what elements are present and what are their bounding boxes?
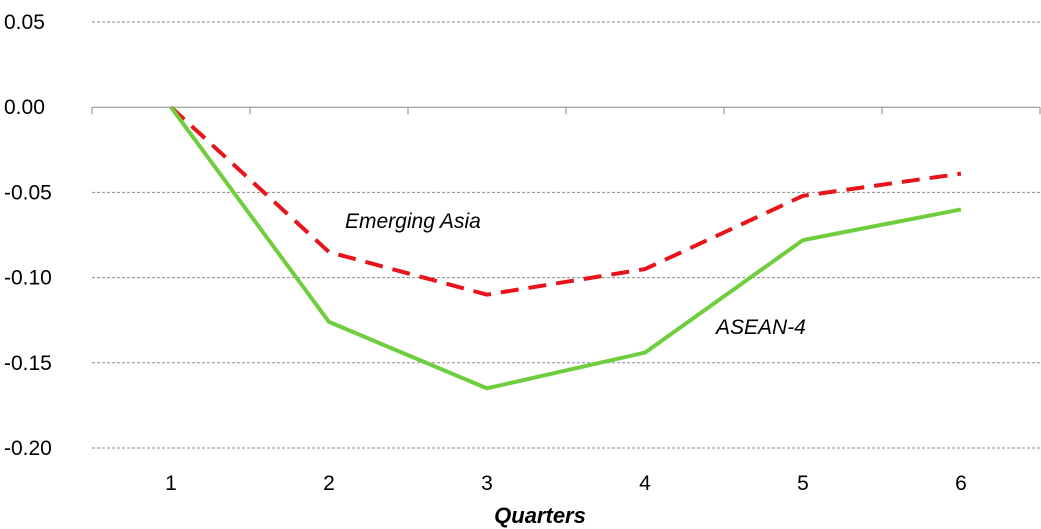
series-label-emerging-asia: Emerging Asia (345, 210, 481, 233)
series-lines (169, 105, 962, 391)
series-line-emerging-asia (169, 105, 962, 297)
x-tick-label: 4 (639, 472, 651, 495)
y-tick-label: -0.05 (4, 181, 52, 204)
x-tick-label: 3 (481, 472, 493, 495)
y-tick-labels: 0.05 0.00 -0.05 -0.10 -0.15 -0.20 (4, 11, 52, 460)
y-tick-label: -0.10 (4, 267, 52, 290)
y-tick-label: -0.20 (4, 437, 52, 460)
x-tick-label: 6 (955, 472, 967, 495)
y-tick-label: -0.15 (4, 352, 52, 375)
series-label-asean-4: ASEAN-4 (714, 316, 806, 339)
series-line-asean-4 (169, 106, 962, 391)
x-tick-label: 5 (797, 472, 809, 495)
x-axis-label: Quarters (494, 503, 586, 528)
x-tick-label: 1 (165, 472, 177, 495)
gridlines (92, 21, 1040, 449)
y-tick-label: 0.05 (4, 11, 45, 34)
x-tick-label: 2 (323, 472, 335, 495)
y-tick-label: 0.00 (4, 96, 45, 119)
x-axis (91, 106, 1041, 115)
x-tick-labels: 1 2 3 4 5 6 (165, 472, 967, 495)
